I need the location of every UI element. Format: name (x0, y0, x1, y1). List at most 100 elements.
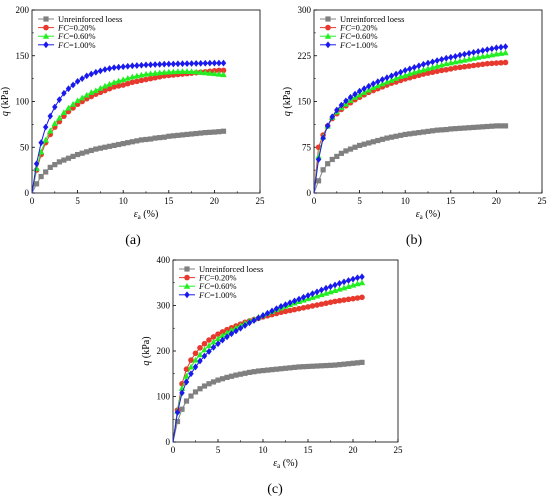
data-point (461, 63, 468, 70)
data-point (341, 278, 347, 286)
data-point (425, 128, 431, 134)
series-1 (31, 128, 227, 194)
data-point (498, 59, 504, 66)
data-point (296, 305, 302, 312)
data-point (202, 130, 208, 136)
data-point (393, 133, 399, 139)
data-point (488, 51, 496, 58)
data-point (359, 273, 365, 281)
data-point (143, 76, 149, 83)
data-point (416, 72, 422, 79)
x-tick-label: 25 (538, 196, 548, 206)
data-point (211, 70, 218, 77)
data-point (79, 75, 85, 83)
data-point (38, 173, 44, 180)
data-point (411, 73, 418, 80)
y-tick-label: 200 (16, 5, 30, 15)
data-point (179, 60, 186, 68)
data-point (489, 60, 495, 67)
data-point (161, 134, 167, 140)
y-tick-label: 225 (298, 51, 312, 61)
data-point (192, 356, 199, 363)
data-point (232, 324, 240, 331)
data-point (359, 359, 365, 365)
data-point (156, 73, 163, 80)
data-point (97, 89, 104, 96)
data-point (416, 62, 422, 70)
data-point (237, 371, 244, 377)
data-point (493, 50, 500, 57)
data-point (484, 46, 490, 54)
data-point (179, 389, 185, 397)
data-point (336, 362, 343, 368)
data-point (448, 66, 454, 72)
data-point (264, 367, 271, 373)
data-point (406, 70, 413, 77)
data-point (375, 78, 381, 86)
data-point (43, 169, 49, 175)
data-point (332, 362, 338, 368)
series-3 (313, 49, 509, 194)
data-point (133, 72, 141, 79)
data-point (56, 159, 62, 165)
data-point (152, 135, 158, 141)
data-point (329, 156, 335, 163)
data-point (502, 49, 509, 56)
data-point (134, 138, 140, 144)
data-point (407, 65, 413, 73)
x-tick-label: 5 (216, 445, 221, 455)
data-point (443, 54, 449, 62)
data-point (188, 357, 194, 363)
data-point (138, 71, 145, 78)
y-tick-label: 0 (166, 437, 171, 447)
legend-entry: FC=0.60% (339, 31, 378, 41)
data-point (466, 63, 472, 69)
legend-entry: FC=1.00% (339, 40, 378, 50)
data-point (438, 67, 445, 74)
data-point (183, 366, 190, 373)
data-point (345, 296, 352, 303)
data-point (502, 59, 509, 66)
x-tick-label: 20 (210, 196, 220, 206)
data-point (102, 144, 108, 150)
data-point (474, 54, 482, 60)
data-point (106, 85, 113, 92)
series-2 (31, 67, 227, 194)
data-point (383, 78, 391, 85)
data-point (205, 342, 213, 349)
data-point (420, 71, 427, 77)
data-point (287, 307, 293, 314)
data-point (174, 418, 181, 425)
data-point (61, 157, 67, 163)
data-point (336, 297, 343, 304)
data-point (278, 309, 284, 316)
data-point (210, 379, 217, 385)
data-point (305, 292, 311, 299)
data-point (183, 398, 190, 404)
data-point (193, 130, 199, 137)
data-point (201, 352, 208, 360)
data-point (498, 123, 504, 129)
legend-marker (184, 266, 190, 272)
data-point (384, 135, 390, 141)
data-point (475, 62, 481, 68)
data-point (79, 150, 85, 156)
data-point (438, 56, 445, 63)
data-point (315, 178, 322, 184)
data-point (475, 48, 481, 55)
data-point (93, 68, 99, 76)
data-point (116, 141, 122, 148)
y-tick-label: 150 (16, 51, 30, 61)
data-point (74, 77, 81, 85)
x-tick-label: 0 (312, 196, 317, 206)
data-point (201, 340, 208, 347)
data-point (184, 131, 190, 138)
data-point (273, 305, 280, 313)
y-tick-label: 75 (302, 142, 312, 152)
data-point (393, 70, 399, 78)
data-point (220, 128, 227, 134)
data-point (198, 130, 204, 136)
data-point (498, 43, 504, 51)
data-point (134, 78, 140, 85)
data-point (219, 329, 226, 335)
